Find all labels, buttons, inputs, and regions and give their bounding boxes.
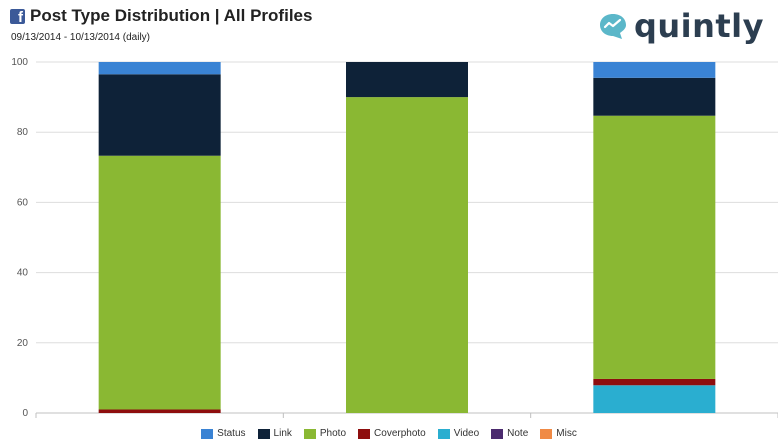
y-tick-label: 100 (11, 57, 28, 68)
legend-label: Link (273, 428, 292, 439)
y-tick-label: 0 (22, 408, 28, 419)
y-tick-label: 40 (17, 268, 29, 279)
facebook-icon: f (10, 8, 25, 24)
legend-item-misc[interactable]: Misc (540, 428, 577, 439)
title-row: f Post Type Distribution | All Profiles (10, 6, 312, 26)
bar-segment-link (593, 77, 716, 116)
y-tick-label: 60 (17, 197, 29, 208)
bar-segment-photo (593, 115, 716, 379)
legend-swatch (257, 428, 270, 439)
legend-label: Coverphoto (374, 428, 426, 439)
legend-swatch (491, 428, 504, 439)
legend-item-coverphoto[interactable]: Coverphoto (358, 428, 426, 439)
chart-legend: Status Link Photo Coverphoto Video Note Misc (0, 428, 778, 439)
legend-swatch (437, 428, 450, 439)
legend-label: Video (453, 428, 480, 439)
bar-segment-coverphoto (593, 378, 716, 386)
legend-label: Misc (556, 428, 577, 439)
bar-segment-link (346, 62, 468, 98)
bar-segment-link (98, 74, 221, 156)
legend-label: Note (507, 428, 529, 439)
date-range: 09/13/2014 - 10/13/2014 (daily) (11, 32, 150, 43)
legend-swatch (540, 428, 553, 439)
legend-item-video[interactable]: Video (437, 428, 480, 439)
legend-item-link[interactable]: Link (257, 428, 292, 439)
chart-title: Post Type Distribution | All Profiles (30, 6, 313, 25)
quintly-logo: quintly (598, 10, 764, 42)
y-tick-label: 80 (17, 127, 29, 138)
bar-segment-status (98, 62, 221, 75)
bar-segment-photo (346, 97, 468, 413)
legend-label: Status (217, 428, 246, 439)
bar-segment-video (593, 385, 716, 413)
bar-segment-status (593, 62, 716, 78)
legend-item-note[interactable]: Note (491, 428, 528, 439)
chart-header: f Post Type Distribution | All Profiles … (10, 6, 312, 43)
legend-swatch (201, 428, 214, 439)
bar-segment-photo (98, 155, 221, 410)
quintly-logo-icon (599, 14, 626, 39)
y-tick-label: 20 (17, 338, 29, 349)
logo-text: quintly (633, 7, 764, 45)
legend-item-photo[interactable]: Photo (303, 428, 347, 439)
legend-swatch (358, 428, 371, 439)
bar-segment-coverphoto (98, 409, 221, 413)
legend-swatch (303, 428, 316, 439)
legend-item-status[interactable]: Status (201, 428, 246, 439)
legend-label: Photo (319, 428, 347, 439)
